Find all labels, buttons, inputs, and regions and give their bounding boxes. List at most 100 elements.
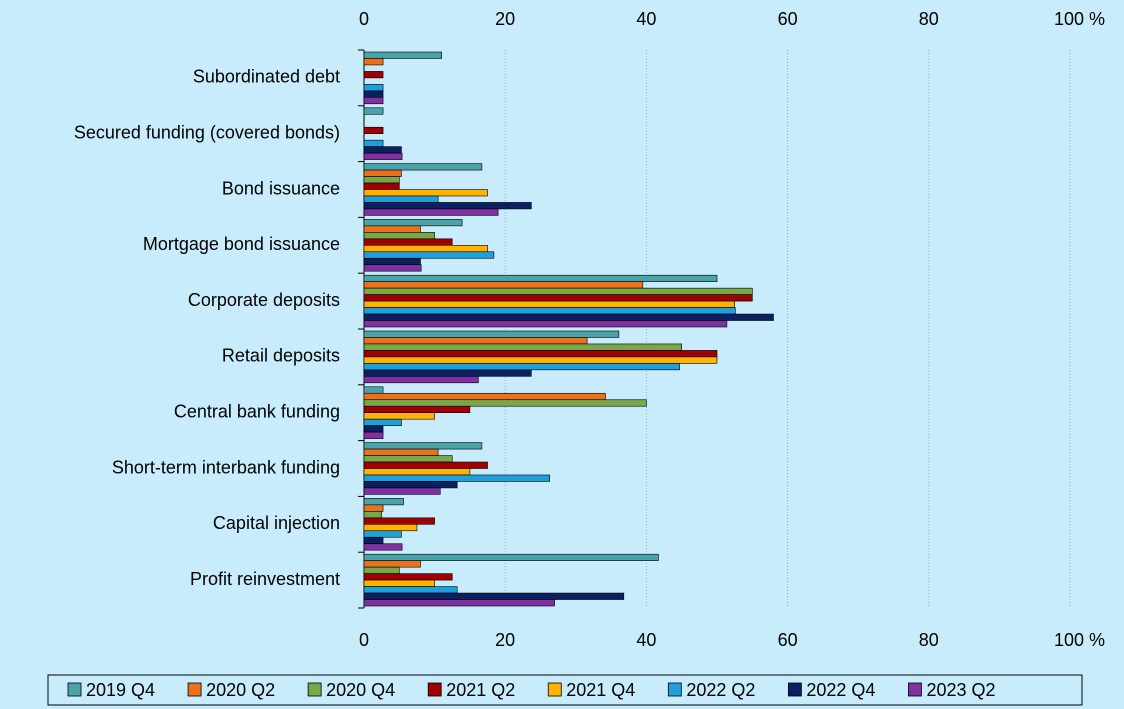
bar <box>363 386 384 394</box>
bar <box>363 599 555 607</box>
bar <box>363 487 441 495</box>
bar <box>363 330 620 338</box>
bar <box>363 369 532 377</box>
bar <box>363 287 753 295</box>
bar <box>363 281 644 289</box>
legend-label: 2020 Q4 <box>326 680 395 700</box>
bar <box>363 176 400 184</box>
y-tick-label: Corporate deposits <box>188 290 340 310</box>
bar <box>363 90 384 98</box>
bar <box>363 97 384 105</box>
bar <box>363 152 403 160</box>
bar <box>363 523 418 532</box>
x-tick-label: 80 <box>919 9 939 29</box>
y-tick-label: Profit reinvestment <box>190 569 340 589</box>
bar <box>363 182 400 190</box>
bar <box>363 592 625 600</box>
y-tick-label: Retail deposits <box>222 346 340 366</box>
bar <box>363 573 453 581</box>
bar <box>363 468 471 476</box>
bar <box>363 251 495 259</box>
bar <box>363 536 384 545</box>
bar <box>363 232 435 240</box>
bar <box>363 208 499 216</box>
x-tick-label: 60 <box>778 630 798 650</box>
bar <box>363 146 402 154</box>
bar <box>363 219 463 227</box>
bar <box>363 356 718 364</box>
legend-swatch <box>787 682 802 697</box>
y-tick-label: Short-term interbank funding <box>112 457 340 477</box>
bar <box>363 566 400 574</box>
bar <box>363 313 774 321</box>
bar <box>363 264 422 272</box>
bar <box>363 481 458 489</box>
bar <box>363 274 718 282</box>
bar <box>363 405 471 414</box>
x-tick-label: 0 <box>359 630 369 650</box>
legend-swatch <box>187 682 202 697</box>
bar <box>363 320 728 328</box>
bar <box>363 350 718 358</box>
bar <box>363 195 439 203</box>
x-tick-label: 100 % <box>1054 9 1105 29</box>
legend-label: 2023 Q2 <box>926 680 995 700</box>
y-tick-label: Secured funding (covered bonds) <box>74 122 340 142</box>
bar <box>363 71 384 79</box>
bar <box>363 225 421 233</box>
bar <box>363 363 680 371</box>
bar <box>363 126 384 134</box>
x-tick-label: 20 <box>495 630 515 650</box>
y-tick-label: Subordinated debt <box>193 67 340 87</box>
legend-swatch <box>667 682 682 697</box>
x-tick-label: 100 % <box>1054 630 1105 650</box>
bar <box>363 455 453 463</box>
bar <box>363 586 458 594</box>
bar <box>363 189 488 197</box>
bar <box>363 337 588 345</box>
y-tick-label: Bond issuance <box>222 178 340 198</box>
legend-label: 2021 Q2 <box>446 680 515 700</box>
bar <box>363 51 442 59</box>
bar <box>363 448 439 456</box>
x-tick-label: 80 <box>919 630 939 650</box>
x-tick-label: 60 <box>778 9 798 29</box>
bar <box>363 431 384 439</box>
y-tick-label: Central bank funding <box>174 401 340 421</box>
bar <box>363 543 403 551</box>
bar <box>363 107 384 115</box>
legend-label: 2022 Q2 <box>686 680 755 700</box>
bar <box>363 425 384 433</box>
legend-swatch <box>908 682 922 697</box>
bar <box>363 399 647 407</box>
legend-label: 2021 Q4 <box>566 680 635 700</box>
legend-swatch <box>67 682 82 697</box>
x-tick-label: 40 <box>636 630 656 650</box>
bar <box>363 498 404 506</box>
bar <box>363 511 382 519</box>
y-tick-label: Capital injection <box>213 513 340 533</box>
bar <box>363 376 479 384</box>
y-tick-label: Mortgage bond issuance <box>143 234 340 254</box>
bar <box>363 343 683 351</box>
legend-label: 2020 Q2 <box>206 680 275 700</box>
bar <box>363 412 435 420</box>
legend-label: 2019 Q4 <box>86 680 155 700</box>
bar <box>363 504 384 512</box>
bar <box>363 245 488 253</box>
legend-box <box>47 674 1083 706</box>
bar <box>363 392 606 401</box>
bar <box>363 300 735 308</box>
bar <box>363 58 384 66</box>
bar <box>363 169 402 177</box>
bar <box>363 530 402 538</box>
bar <box>363 442 483 450</box>
bar <box>363 553 659 561</box>
bar <box>363 517 435 525</box>
bar <box>363 474 550 482</box>
bar <box>363 461 488 469</box>
bar <box>363 579 435 587</box>
bar <box>363 84 384 92</box>
bar <box>363 560 421 568</box>
